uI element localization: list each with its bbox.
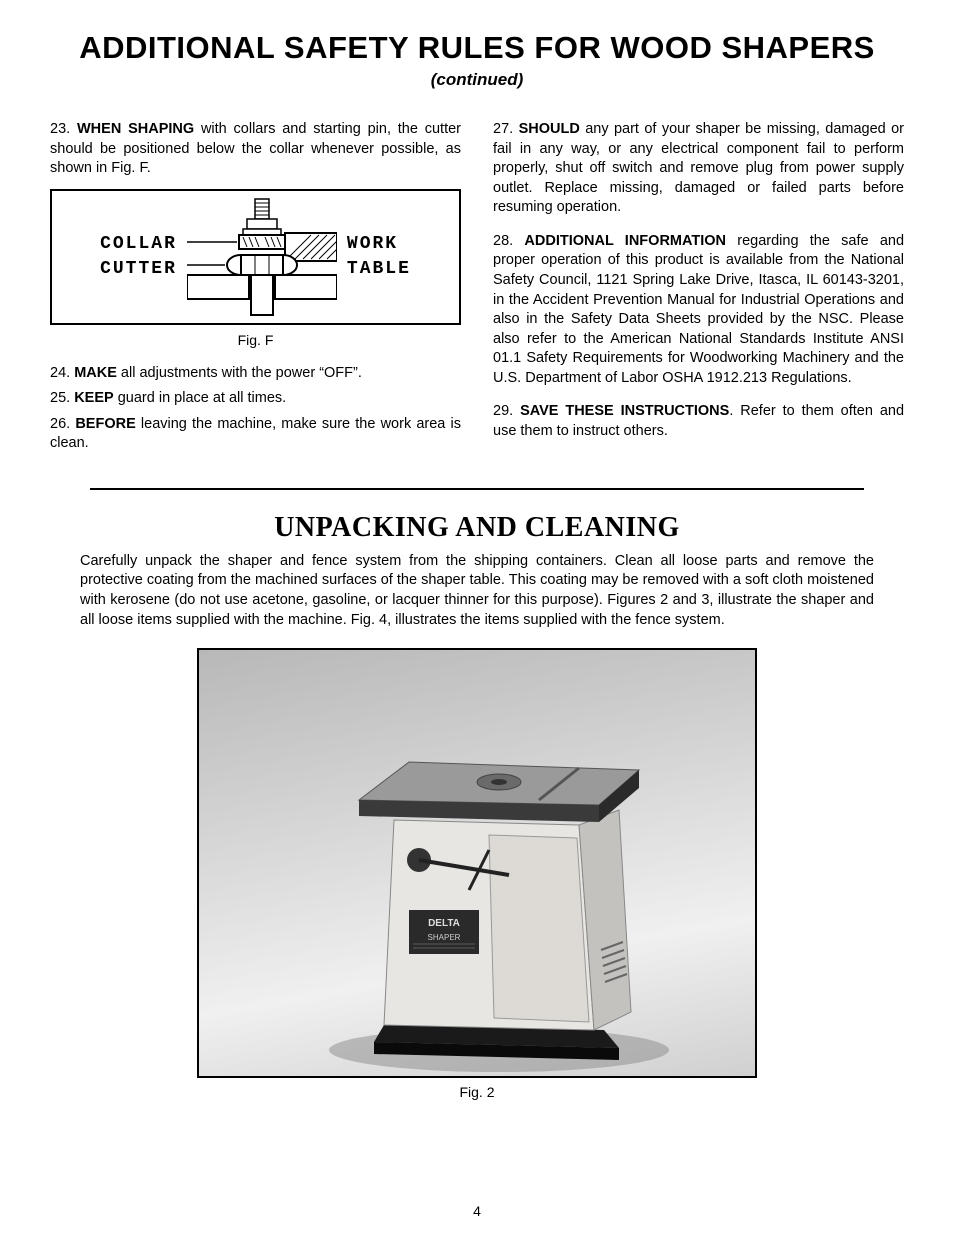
rules-columns: 23. WHEN SHAPING with collars and starti… <box>50 120 904 460</box>
rule-lead: KEEP <box>74 390 114 406</box>
rule-28: 28. ADDITIONAL INFORMATION regarding the… <box>493 232 904 389</box>
rule-23: 23. WHEN SHAPING with collars and starti… <box>50 120 461 179</box>
machine-model-label: SHAPER <box>428 933 461 942</box>
rule-num: 23. <box>50 121 70 137</box>
page-subtitle: (continued) <box>50 70 904 90</box>
rule-num: 29. <box>493 403 513 419</box>
figf-label-cutter: CUTTER <box>100 257 177 282</box>
section-2-paragraph: Carefully unpack the shaper and fence sy… <box>50 552 904 630</box>
section-2-title: UNPACKING AND CLEANING <box>50 512 904 544</box>
rule-num: 27. <box>493 121 513 137</box>
figf-right-labels: WORK TABLE <box>347 232 411 282</box>
rule-num: 25. <box>50 390 70 406</box>
figure-f: COLLAR CUTTER <box>50 189 461 325</box>
rule-lead: WHEN SHAPING <box>77 121 194 137</box>
rule-25: 25. KEEP guard in place at all times. <box>50 389 461 409</box>
rule-num: 28. <box>493 233 513 249</box>
rule-rest: regarding the safe and proper operation … <box>493 233 904 386</box>
rule-lead: ADDITIONAL INFORMATION <box>524 233 726 249</box>
rule-26: 26. BEFORE leaving the machine, make sur… <box>50 415 461 454</box>
page-title: ADDITIONAL SAFETY RULES FOR WOOD SHAPERS <box>50 30 904 66</box>
shaper-machine-icon: DELTA SHAPER <box>199 650 757 1078</box>
rule-lead: SAVE THESE INSTRUCTIONS <box>520 403 729 419</box>
figf-label-work: WORK <box>347 232 411 257</box>
rule-lead: SHOULD <box>519 121 580 137</box>
rule-29: 29. SAVE THESE INSTRUCTIONS. Refer to th… <box>493 402 904 441</box>
rule-rest: all adjustments with the power “OFF”. <box>117 365 362 381</box>
section-divider <box>90 488 864 490</box>
rule-lead: MAKE <box>74 365 117 381</box>
rule-24: 24. MAKE all adjustments with the power … <box>50 364 461 384</box>
rule-27: 27. SHOULD any part of your shaper be mi… <box>493 120 904 218</box>
figf-left-labels: COLLAR CUTTER <box>100 232 177 282</box>
rule-rest: guard in place at all times. <box>114 390 286 406</box>
figf-label-table: TABLE <box>347 257 411 282</box>
figure-2-caption: Fig. 2 <box>50 1084 904 1100</box>
figure-2: DELTA SHAPER <box>197 648 757 1078</box>
rule-num: 26. <box>50 416 70 432</box>
rules-right-column: 27. SHOULD any part of your shaper be mi… <box>493 120 904 460</box>
rule-num: 24. <box>50 365 70 381</box>
machine-brand-label: DELTA <box>428 918 460 929</box>
rules-left-column: 23. WHEN SHAPING with collars and starti… <box>50 120 461 460</box>
figure-f-caption: Fig. F <box>50 331 461 350</box>
figf-label-collar: COLLAR <box>100 232 177 257</box>
figf-diagram-icon <box>187 197 337 317</box>
page-number: 4 <box>0 1203 954 1219</box>
rule-lead: BEFORE <box>75 416 135 432</box>
